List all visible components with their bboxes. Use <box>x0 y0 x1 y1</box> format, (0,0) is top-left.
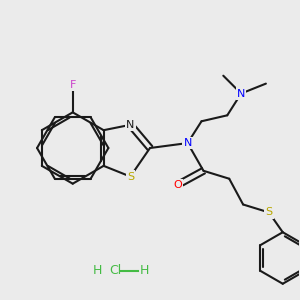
Text: N: N <box>126 120 134 130</box>
Text: F: F <box>70 80 76 90</box>
Text: H: H <box>93 264 102 278</box>
Text: N: N <box>237 88 245 98</box>
Text: Cl: Cl <box>109 264 122 278</box>
Text: H: H <box>140 264 149 278</box>
Text: S: S <box>127 172 134 182</box>
Text: O: O <box>173 180 182 190</box>
Text: N: N <box>183 138 192 148</box>
Text: S: S <box>265 207 272 218</box>
